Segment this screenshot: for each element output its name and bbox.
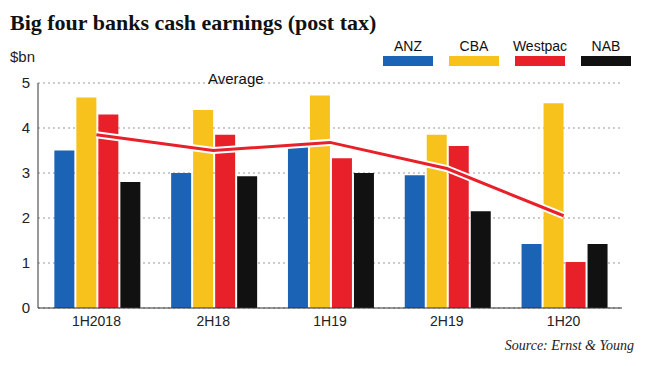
svg-text:3: 3 bbox=[22, 164, 30, 181]
svg-text:1: 1 bbox=[22, 254, 30, 271]
html-text:Average: Average bbox=[208, 70, 264, 87]
html-text:Westpac: Westpac bbox=[512, 38, 568, 54]
html-text:CBA: CBA bbox=[459, 38, 489, 54]
svg-text:4: 4 bbox=[22, 119, 30, 136]
svg-text:2H19: 2H19 bbox=[430, 313, 464, 329]
html-text:ANZ: ANZ bbox=[394, 38, 422, 54]
svg-text:1H19: 1H19 bbox=[313, 313, 347, 329]
svg-text:1H2018: 1H2018 bbox=[72, 313, 121, 329]
svg-text:2: 2 bbox=[22, 209, 30, 226]
html-text:NAB: NAB bbox=[591, 38, 621, 54]
svg-text:0: 0 bbox=[22, 299, 30, 316]
html-text:$bn: $bn bbox=[10, 48, 35, 65]
svg-text:5: 5 bbox=[22, 74, 30, 91]
html-text:Big four banks cash earnings (: Big four banks cash earnings (post tax) bbox=[10, 10, 377, 35]
svg-text:2H18: 2H18 bbox=[196, 313, 230, 329]
html-text:Source: Ernst & Young: Source: Ernst & Young bbox=[504, 338, 634, 353]
svg-text:1H20: 1H20 bbox=[547, 313, 581, 329]
